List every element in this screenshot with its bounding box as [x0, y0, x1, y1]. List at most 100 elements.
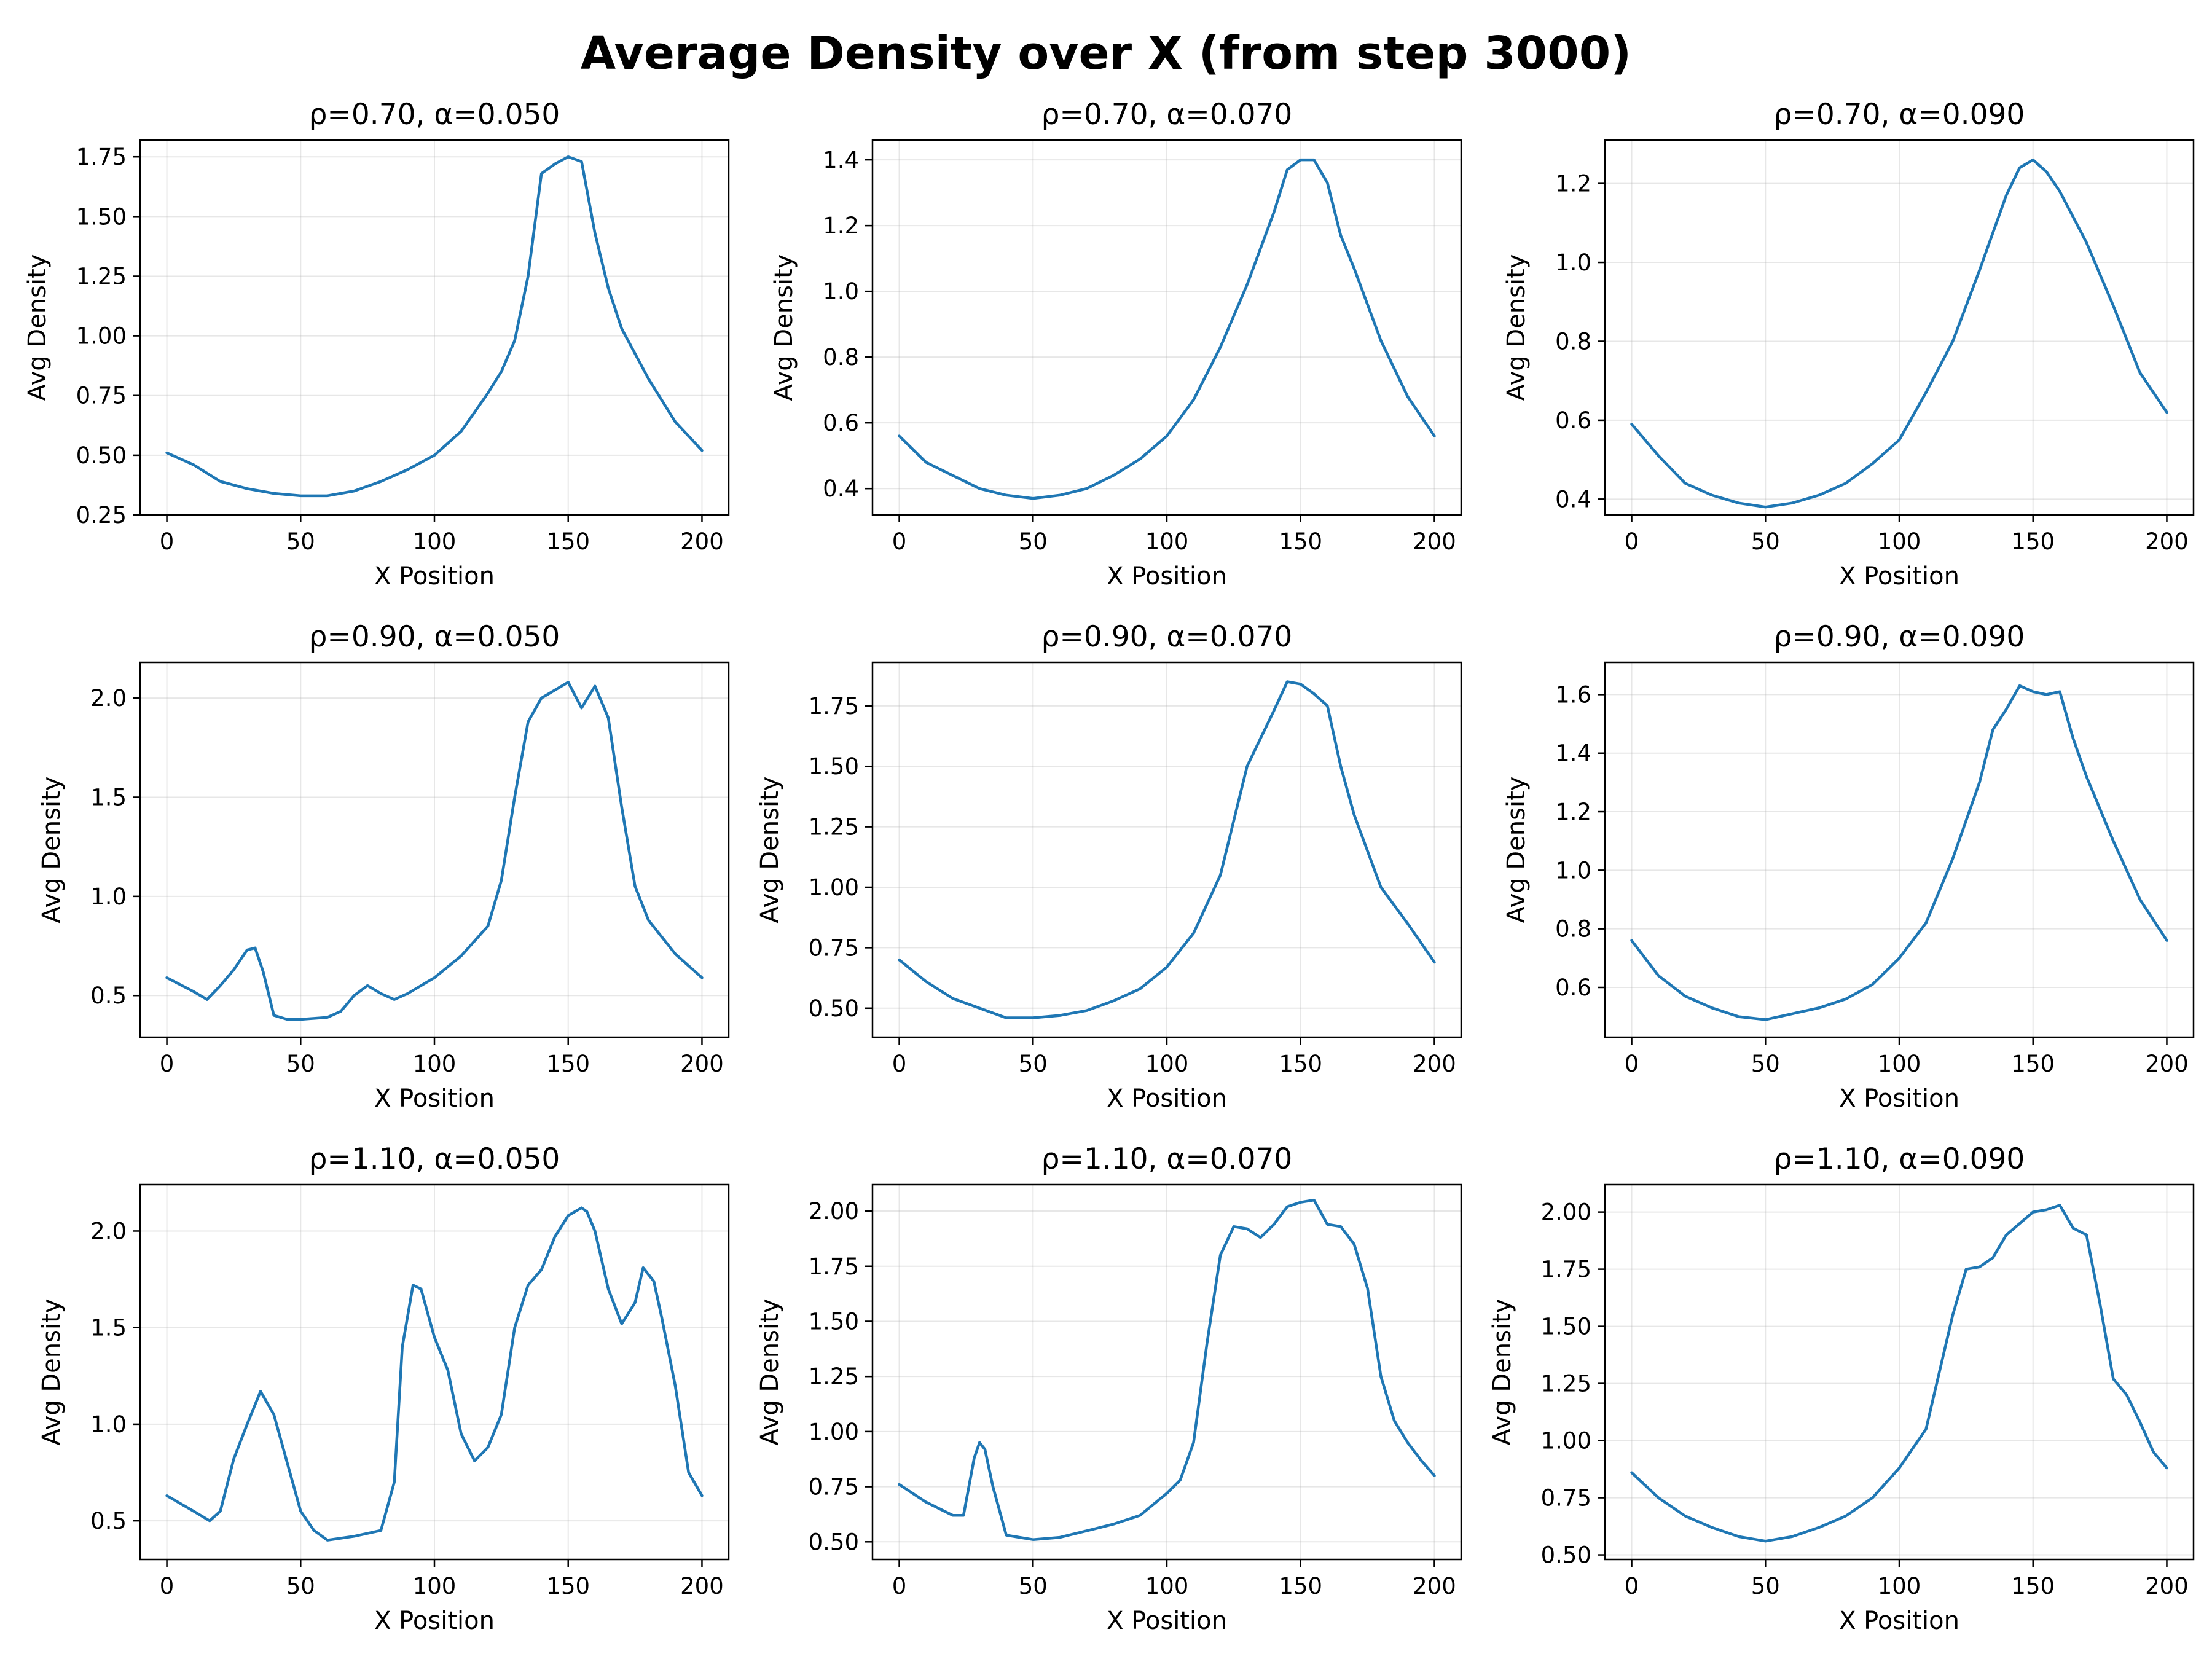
x-axis-label: X Position	[1839, 1084, 1959, 1113]
y-axis-label: Avg Density	[756, 1299, 784, 1446]
y-tick-label: 0.6	[823, 410, 859, 436]
y-axis-label: Avg Density	[1502, 777, 1531, 924]
y-tick-label: 1.0	[823, 278, 859, 305]
subplot-5: 0 50 100 150 200 0.50 0.75 1.00 1.25 1.50 1.75 ρ=0.…	[756, 620, 1462, 1113]
y-tick-label: 0.50	[809, 1529, 859, 1555]
x-tick-label: 50	[1751, 1573, 1780, 1599]
y-axis-label: Avg Density	[37, 777, 66, 924]
y-axis-label: Avg Density	[770, 254, 798, 401]
x-tick-label: 100	[413, 1051, 457, 1077]
subplot-4: 0 50 100 150 200 0.5 1.0 1.5 2.0 ρ=0.90, α=0.050 X…	[37, 620, 730, 1113]
y-tick-label: 1.0	[1555, 857, 1591, 884]
x-tick-label: 150	[546, 1573, 590, 1599]
y-tick-label: 1.5	[90, 784, 127, 810]
x-axis-label: X Position	[1839, 562, 1959, 590]
y-tick-label: 1.25	[809, 814, 859, 841]
y-tick-label: 1.75	[1541, 1257, 1591, 1283]
y-tick-label: 1.25	[76, 263, 127, 289]
y-tick-label: 0.75	[809, 935, 859, 961]
y-tick-label: 1.75	[76, 144, 127, 170]
x-tick-label: 200	[680, 1051, 724, 1077]
x-tick-label: 50	[1019, 1573, 1048, 1599]
x-tick-label: 50	[286, 1573, 315, 1599]
density-series-line	[898, 680, 1436, 1019]
y-tick-label: 1.25	[809, 1363, 859, 1390]
x-tick-label: 100	[1878, 528, 1921, 555]
x-tick-label: 150	[546, 528, 590, 555]
density-series-line	[165, 155, 704, 498]
x-tick-label: 50	[286, 1051, 315, 1077]
y-tick-label: 1.0	[90, 884, 127, 910]
x-tick-label: 100	[1145, 528, 1189, 555]
x-tick-label: 100	[413, 528, 457, 555]
y-tick-label: 0.4	[1555, 486, 1591, 512]
y-tick-label: 1.6	[1555, 681, 1591, 708]
x-tick-label: 0	[160, 1573, 175, 1599]
x-axis-label: X Position	[1839, 1607, 1959, 1635]
x-tick-label: 50	[1751, 528, 1780, 555]
x-tick-label: 200	[680, 528, 724, 555]
y-tick-label: 1.2	[1555, 171, 1591, 197]
density-series-line	[898, 1198, 1436, 1541]
subplot-title: ρ=1.10, α=0.070	[1041, 1142, 1293, 1176]
y-tick-label: 0.50	[809, 995, 859, 1022]
x-tick-label: 0	[160, 528, 175, 555]
y-tick-label: 1.00	[1541, 1428, 1591, 1454]
x-axis-label: X Position	[374, 1607, 495, 1635]
y-tick-label: 0.8	[1555, 328, 1591, 355]
y-tick-label: 1.0	[90, 1411, 127, 1438]
x-axis-label: X Position	[374, 562, 495, 590]
x-tick-label: 0	[892, 1051, 907, 1077]
y-tick-label: 2.0	[90, 1218, 127, 1244]
subplot-1: 0 50 100 150 200 0.25 0.50 0.75 1.00 1.25 1.50 1.75…	[23, 98, 730, 590]
y-tick-label: 0.8	[1555, 916, 1591, 943]
y-tick-label: 0.6	[1555, 975, 1591, 1001]
y-axis-label: Avg Density	[1488, 1299, 1516, 1446]
subplot-title: ρ=1.10, α=0.050	[309, 1142, 560, 1176]
x-tick-label: 0	[892, 528, 907, 555]
y-tick-label: 1.2	[1555, 799, 1591, 825]
subplot-3: 0 50 100 150 200 0.4 0.6 0.8 1.0 1.2 ρ=0.70, α=0.0…	[1502, 98, 2195, 590]
x-tick-label: 50	[286, 528, 315, 555]
figure-title: Average Density over X (from step 3000)	[581, 27, 1631, 80]
y-tick-label: 0.75	[76, 383, 127, 409]
y-tick-label: 1.4	[1555, 740, 1591, 767]
density-series-line	[1630, 684, 2168, 1021]
x-tick-label: 200	[680, 1573, 724, 1599]
x-axis-label: X Position	[374, 1084, 495, 1113]
y-tick-label: 1.5	[90, 1315, 127, 1341]
subplot-title: ρ=0.70, α=0.050	[309, 98, 560, 131]
y-tick-label: 1.25	[1541, 1371, 1591, 1397]
y-tick-label: 1.50	[809, 753, 859, 780]
x-tick-label: 200	[2145, 1051, 2189, 1077]
y-tick-label: 2.0	[90, 685, 127, 712]
density-series-line	[1630, 1204, 2168, 1543]
y-tick-label: 0.75	[809, 1474, 859, 1500]
y-tick-label: 1.50	[809, 1308, 859, 1335]
x-tick-label: 100	[1145, 1573, 1189, 1599]
subplot-7: 0 50 100 150 200 0.5 1.0 1.5 2.0 ρ=1.10, α=0.050 X…	[37, 1142, 730, 1635]
x-tick-label: 150	[2011, 1573, 2055, 1599]
subplot-title: ρ=0.90, α=0.070	[1041, 620, 1293, 654]
x-tick-label: 150	[1279, 1051, 1322, 1077]
x-tick-label: 100	[1878, 1051, 1921, 1077]
subplot-title: ρ=0.70, α=0.070	[1041, 98, 1293, 131]
y-tick-label: 2.00	[809, 1198, 859, 1225]
y-tick-label: 1.75	[809, 693, 859, 720]
y-tick-label: 2.00	[1541, 1199, 1591, 1226]
subplot-title: ρ=0.90, α=0.090	[1774, 620, 2025, 654]
x-tick-label: 0	[1625, 528, 1639, 555]
y-tick-label: 1.00	[76, 323, 127, 350]
subplot-grid: 0 50 100 150 2000.250.500.751.001.251.501.75…	[23, 98, 2195, 1635]
subplot-title: ρ=1.10, α=0.090	[1774, 1142, 2025, 1176]
subplot-title: ρ=0.90, α=0.050	[309, 620, 560, 654]
y-axis-label: Avg Density	[23, 254, 52, 401]
x-tick-label: 150	[546, 1051, 590, 1077]
x-tick-label: 200	[2145, 528, 2189, 555]
x-tick-label: 200	[1413, 528, 1456, 555]
x-tick-label: 0	[160, 1051, 175, 1077]
y-tick-label: 0.75	[1541, 1485, 1591, 1512]
y-tick-label: 0.25	[76, 502, 127, 528]
x-tick-label: 150	[2011, 1051, 2055, 1077]
x-tick-label: 150	[1279, 528, 1322, 555]
